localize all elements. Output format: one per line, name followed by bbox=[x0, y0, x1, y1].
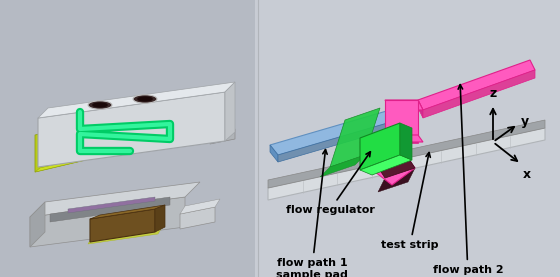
Ellipse shape bbox=[92, 102, 108, 108]
Text: z: z bbox=[489, 87, 497, 100]
Bar bbox=[255, 0, 560, 277]
Polygon shape bbox=[155, 205, 165, 232]
Polygon shape bbox=[385, 135, 418, 143]
Polygon shape bbox=[360, 142, 415, 168]
Polygon shape bbox=[418, 100, 423, 118]
Polygon shape bbox=[423, 70, 535, 118]
Polygon shape bbox=[320, 155, 365, 177]
Ellipse shape bbox=[137, 96, 153, 102]
Polygon shape bbox=[38, 82, 235, 118]
Text: flow regulator: flow regulator bbox=[286, 152, 375, 215]
Polygon shape bbox=[278, 120, 398, 162]
Bar bbox=[0, 0, 255, 277]
Polygon shape bbox=[90, 209, 155, 242]
Text: test strip: test strip bbox=[381, 153, 438, 250]
Ellipse shape bbox=[88, 101, 112, 109]
Polygon shape bbox=[30, 202, 45, 247]
Polygon shape bbox=[418, 60, 535, 110]
Polygon shape bbox=[385, 100, 423, 110]
Polygon shape bbox=[360, 155, 412, 175]
Polygon shape bbox=[225, 82, 235, 141]
Polygon shape bbox=[35, 122, 90, 172]
Polygon shape bbox=[400, 123, 412, 160]
Polygon shape bbox=[270, 145, 278, 162]
Polygon shape bbox=[90, 118, 95, 159]
Polygon shape bbox=[180, 207, 215, 229]
Text: y: y bbox=[521, 116, 529, 129]
Polygon shape bbox=[38, 92, 225, 167]
Polygon shape bbox=[38, 112, 220, 167]
Polygon shape bbox=[360, 142, 380, 175]
Polygon shape bbox=[385, 100, 418, 135]
Polygon shape bbox=[68, 197, 155, 213]
Polygon shape bbox=[370, 168, 415, 185]
Text: x: x bbox=[523, 168, 531, 181]
Polygon shape bbox=[378, 168, 415, 192]
Polygon shape bbox=[30, 182, 200, 217]
Text: flow path 2
reagent pad: flow path 2 reagent pad bbox=[430, 85, 506, 277]
Polygon shape bbox=[268, 120, 545, 188]
Polygon shape bbox=[35, 155, 95, 172]
Polygon shape bbox=[88, 227, 162, 244]
Polygon shape bbox=[50, 197, 170, 222]
Polygon shape bbox=[370, 145, 415, 178]
Polygon shape bbox=[90, 205, 165, 219]
Polygon shape bbox=[180, 199, 220, 214]
Polygon shape bbox=[270, 110, 398, 155]
Text: flow path 1
sample pad: flow path 1 sample pad bbox=[276, 150, 348, 277]
Polygon shape bbox=[385, 135, 423, 142]
Polygon shape bbox=[330, 108, 380, 167]
Polygon shape bbox=[360, 123, 400, 170]
Bar bbox=[255, 0, 560, 277]
Polygon shape bbox=[268, 128, 545, 200]
Polygon shape bbox=[30, 197, 185, 247]
Polygon shape bbox=[210, 129, 235, 144]
Ellipse shape bbox=[133, 95, 157, 103]
